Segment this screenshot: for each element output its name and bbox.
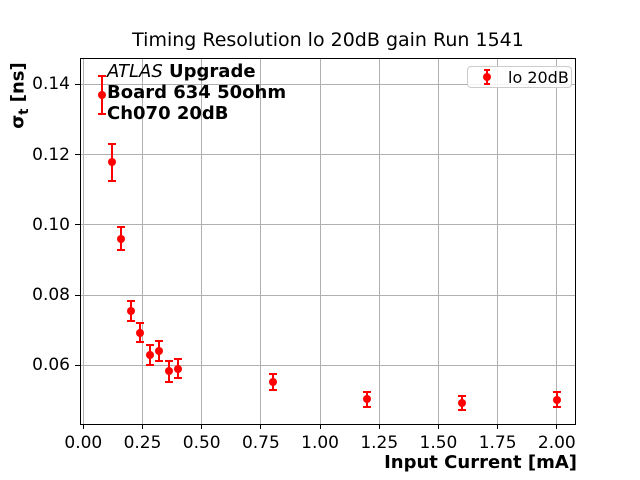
annotation-line-channel: Ch070 20dB	[107, 103, 229, 124]
x-tick-label: 0.50	[182, 433, 221, 453]
errorbar-part	[136, 328, 145, 337]
y-tick-label: 0.14	[32, 74, 70, 95]
errorbar-part	[268, 377, 277, 386]
plot-area	[80, 58, 576, 425]
x-gridline	[260, 58, 262, 425]
errorbar-part	[107, 179, 116, 182]
x-gridline	[437, 58, 439, 425]
y-gridline	[80, 294, 576, 296]
errorbar-part	[363, 390, 372, 393]
errorbar-part	[117, 234, 126, 243]
errorbar-part	[145, 351, 154, 360]
errorbar-part	[155, 340, 164, 343]
x-gridline	[142, 58, 143, 425]
errorbar-marker-icon	[482, 67, 492, 87]
y-tickmark	[75, 154, 80, 156]
y-tickmark	[75, 224, 80, 226]
errorbar-part	[136, 341, 145, 344]
errorbar-part	[363, 395, 372, 404]
errorbar-part	[145, 344, 154, 347]
upgrade-bold-text: Upgrade	[162, 61, 256, 82]
errorbar-part	[268, 373, 277, 376]
x-gridline	[82, 58, 84, 425]
errorbar-part	[164, 359, 173, 362]
y-gridline	[80, 364, 576, 366]
x-tick-label: 1.25	[360, 433, 399, 453]
x-tick-label: 1.00	[301, 433, 339, 453]
x-tickmark	[378, 425, 380, 429]
sigma-symbol: σ	[7, 114, 29, 129]
errorbar-part	[126, 299, 135, 302]
x-gridline	[378, 58, 380, 425]
annotation-block: ATLAS Upgrade Board 634 50ohm Ch070 20dB	[107, 61, 286, 124]
x-tickmark	[260, 425, 262, 429]
legend-label: lo 20dB	[508, 67, 569, 87]
y-tick-label: 0.06	[32, 355, 70, 376]
errorbar-part	[98, 74, 107, 77]
x-gridline	[201, 58, 203, 425]
x-tickmark	[319, 425, 321, 429]
errorbar-part	[155, 347, 164, 356]
y-gridline	[80, 83, 576, 85]
errorbar-part	[458, 408, 467, 411]
sigma-subscript: t	[17, 108, 33, 115]
x-tickmark	[497, 425, 499, 429]
errorbar-part	[268, 388, 277, 391]
atlas-italic-text: ATLAS	[107, 61, 163, 82]
y-tick-label: 0.12	[32, 144, 70, 165]
errorbar-part	[126, 320, 135, 323]
x-tick-label: 1.75	[478, 433, 517, 453]
errorbar-part	[155, 360, 164, 363]
errorbar-part	[174, 377, 183, 380]
x-tickmark	[82, 425, 84, 429]
errorbar-part	[174, 358, 183, 361]
annotation-line-atlas: ATLAS Upgrade	[107, 61, 286, 82]
errorbar-part	[458, 398, 467, 407]
x-tickmark	[556, 425, 558, 429]
errorbar-part	[126, 306, 135, 315]
errorbar-part	[107, 158, 116, 167]
y-tick-label: 0.08	[32, 285, 70, 306]
errorbar-part	[552, 406, 561, 409]
y-gridline	[80, 154, 576, 156]
y-gridline	[80, 224, 576, 226]
annotation-line-board: Board 634 50ohm	[107, 82, 287, 103]
y-axis-label: σt [ns]	[7, 41, 33, 151]
x-tick-label: 1.50	[419, 433, 458, 453]
chart-title: Timing Resolution lo 20dB gain Run 1541	[132, 29, 524, 51]
x-tickmark	[437, 425, 439, 429]
errorbar-part	[98, 90, 107, 99]
x-tickmark	[142, 425, 143, 429]
errorbar-part	[117, 249, 126, 252]
errorbar-part	[98, 113, 107, 116]
errorbar-part	[458, 394, 467, 397]
x-gridline	[319, 58, 321, 425]
x-gridline	[497, 58, 499, 425]
x-tickmark	[201, 425, 203, 429]
x-gridline	[556, 58, 558, 425]
x-tick-label: 0.25	[123, 433, 162, 453]
x-tick-label: 0.75	[241, 433, 280, 453]
x-axis-label: Input Current [mA]	[384, 452, 577, 473]
errorbar-part	[174, 364, 183, 373]
errorbar-part	[117, 226, 126, 229]
errorbar-part	[164, 380, 173, 383]
errorbar-part	[552, 395, 561, 404]
errorbar-part	[107, 142, 116, 145]
y-tickmark	[75, 83, 80, 85]
errorbar-part	[363, 405, 372, 408]
y-tick-label: 0.10	[32, 214, 70, 235]
errorbar-part	[552, 390, 561, 393]
errorbar-part	[164, 367, 173, 376]
errorbar-part	[136, 322, 145, 325]
errorbar-part	[145, 363, 154, 366]
legend: lo 20dB	[467, 66, 572, 88]
y-tickmark	[75, 364, 80, 366]
x-tick-label: 0.00	[64, 433, 103, 453]
x-tick-label: 2.00	[537, 433, 576, 453]
y-tickmark	[75, 294, 80, 296]
